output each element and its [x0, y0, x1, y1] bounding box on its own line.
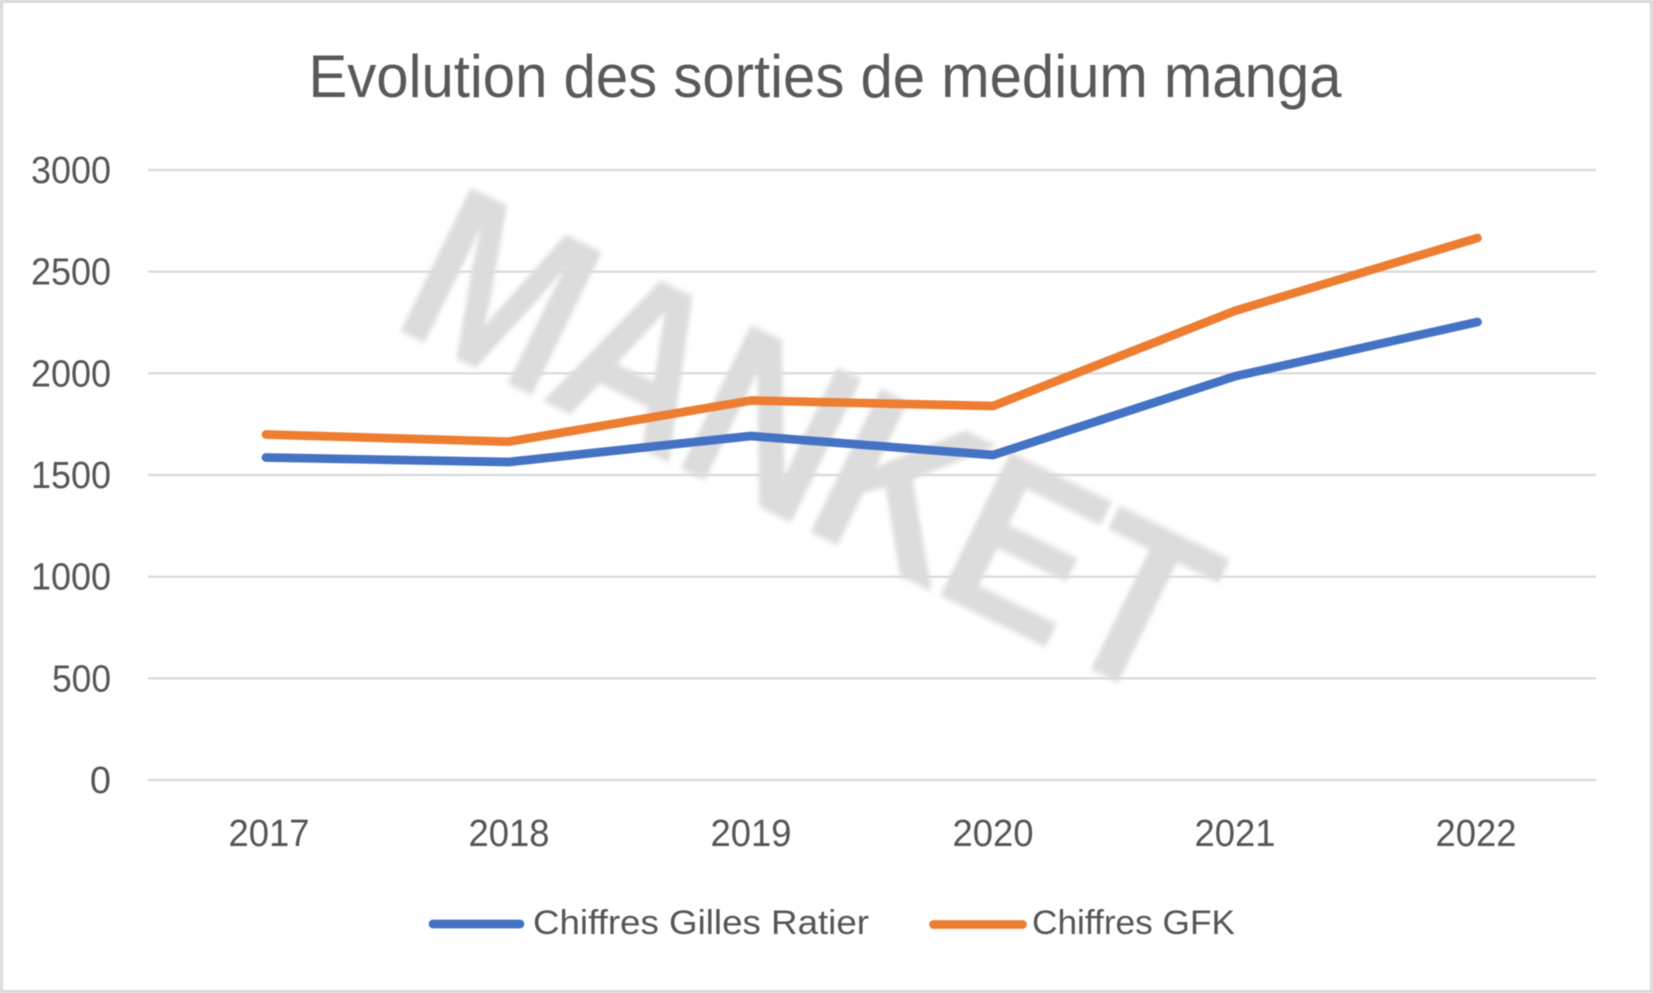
svg-text:2000: 2000: [31, 353, 111, 395]
svg-text:2500: 2500: [31, 252, 111, 294]
svg-text:1000: 1000: [31, 557, 111, 599]
svg-text:2020: 2020: [953, 813, 1034, 855]
svg-text:2018: 2018: [469, 813, 550, 855]
svg-text:2021: 2021: [1195, 813, 1276, 855]
svg-text:0: 0: [90, 760, 111, 802]
svg-text:3000: 3000: [31, 150, 111, 192]
svg-text:2022: 2022: [1436, 813, 1517, 855]
svg-text:2017: 2017: [229, 813, 310, 855]
svg-text:2019: 2019: [711, 813, 792, 855]
svg-text:500: 500: [52, 658, 111, 700]
svg-text:Evolution des sorties de mediu: Evolution des sorties de medium manga: [309, 43, 1343, 110]
svg-text:Chiffres GFK: Chiffres GFK: [1032, 904, 1235, 942]
svg-text:1500: 1500: [31, 455, 111, 497]
svg-text:Chiffres Gilles Ratier: Chiffres Gilles Ratier: [533, 904, 869, 942]
